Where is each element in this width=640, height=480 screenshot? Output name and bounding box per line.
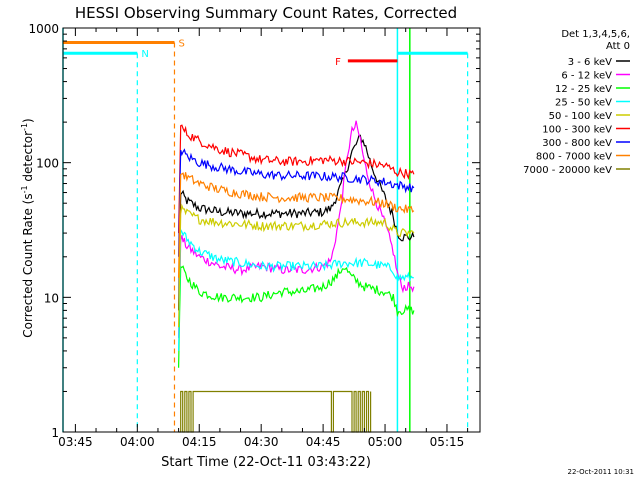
x-tick-label-5: 04:45 xyxy=(306,435,341,449)
legend-label-9: 7000 - 20000 keV xyxy=(523,165,612,176)
timestamp: 22-Oct-2011 10:31 xyxy=(568,468,634,476)
y-tick-label-3: 100 xyxy=(36,157,59,171)
plot-frame xyxy=(62,27,481,433)
legend-label-6: 100 - 300 keV xyxy=(542,125,612,136)
x-tick-label-2: 04:00 xyxy=(120,435,155,449)
x-tick-label-1: 03:45 xyxy=(58,435,93,449)
y-tick-label-4: 1000 xyxy=(28,22,59,36)
axes xyxy=(62,27,481,433)
series-line-5 xyxy=(178,203,415,328)
x-tick-label-3: 04:15 xyxy=(182,435,217,449)
x-tick-label-7: 05:15 xyxy=(430,435,465,449)
event-markers xyxy=(62,28,411,432)
x-tick-label-6: 05:00 xyxy=(368,435,403,449)
series-line-6 xyxy=(178,124,415,234)
tick-labels: 1 10 100 1000 03:45 04:00 04:15 04:30 04:45 05:00… xyxy=(28,22,464,449)
series-layer xyxy=(178,120,415,433)
x-axis-label: Start Time (22-Oct-11 03:43:22) xyxy=(161,455,371,470)
legend: Det 1,3,4,5,6, Att 0 3 - 6 keV 6 - 12 keV… xyxy=(523,29,630,176)
legend-header-1: Det 1,3,4,5,6, xyxy=(561,29,630,40)
legend-label-7: 300 - 800 keV xyxy=(542,138,612,149)
legend-label-2: 6 - 12 keV xyxy=(561,71,612,82)
legend-label-3: 12 - 25 keV xyxy=(555,84,612,95)
legend-label-8: 800 - 7000 keV xyxy=(536,152,612,163)
chart-title: HESSI Observing Summary Count Rates, Cor… xyxy=(75,4,457,22)
annotation-layer: N S F xyxy=(63,39,469,432)
x-tick-label-4: 04:30 xyxy=(244,435,279,449)
annotation-label-3: F xyxy=(335,57,341,68)
series-line-1 xyxy=(178,134,415,311)
series-line-8 xyxy=(178,172,415,278)
series-line-3 xyxy=(178,265,415,368)
series-line-9 xyxy=(178,390,372,433)
legend-label-5: 50 - 100 keV xyxy=(549,111,613,122)
legend-header-2: Att 0 xyxy=(606,41,630,52)
legend-label-1: 3 - 6 keV xyxy=(568,57,612,68)
series-line-7 xyxy=(178,148,415,257)
annotation-label-2: S xyxy=(178,39,184,50)
series-line-4 xyxy=(178,227,414,351)
y-tick-label-2: 10 xyxy=(44,291,59,305)
y-tick-label-1: 1 xyxy=(51,426,59,440)
y-axis-label: Corrected Count Rate (s-1 detector-1) xyxy=(20,118,35,337)
legend-label-4: 25 - 50 keV xyxy=(555,98,612,109)
series-line-2 xyxy=(178,120,415,338)
annotation-label-1: N xyxy=(141,49,148,60)
